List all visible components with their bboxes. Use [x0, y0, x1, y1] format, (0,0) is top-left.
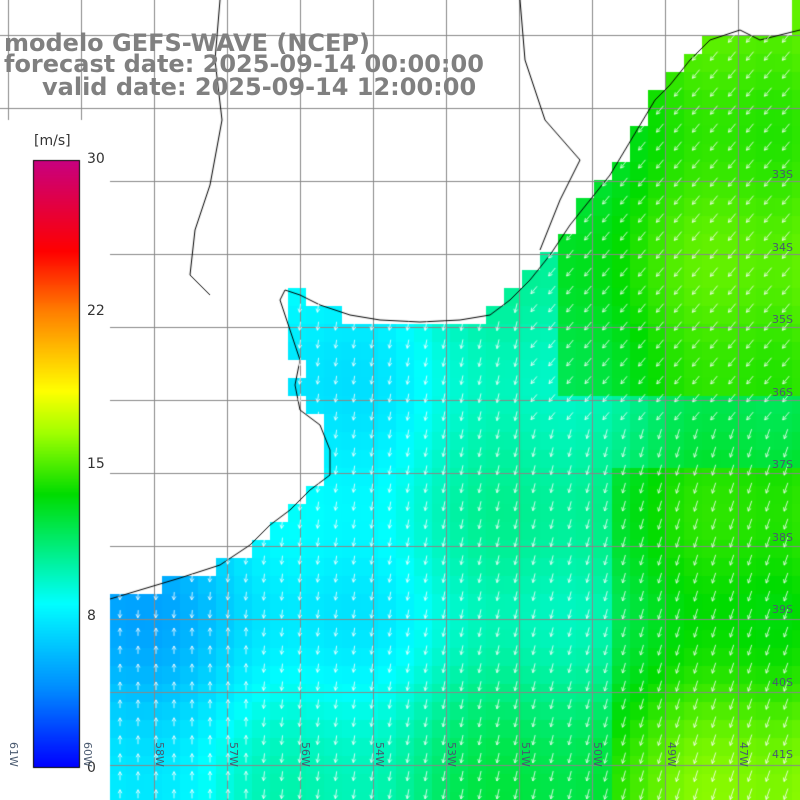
lon-label: 53W — [445, 742, 458, 767]
lon-label: 57W — [227, 742, 240, 767]
lat-label: 39S — [772, 603, 793, 616]
lon-label: 58W — [153, 742, 166, 767]
model-title: modelo GEFS-WAVE (NCEP) — [4, 29, 370, 57]
colorbar-tick-30: 30 — [87, 151, 105, 167]
lon-label: 60W — [81, 742, 94, 767]
colorbar-tick-15: 15 — [87, 456, 105, 472]
colorbar-tick-0: 0 — [87, 760, 96, 776]
lat-label: 36S — [772, 386, 793, 399]
lon-label: 50W — [591, 742, 604, 767]
lon-label: 51W — [519, 742, 532, 767]
lat-label: 37S — [772, 458, 793, 471]
lat-label: 38S — [772, 531, 793, 544]
lon-label: 61W — [7, 742, 20, 767]
lon-label: 56W — [299, 742, 312, 767]
forecast-date: forecast date: 2025-09-14 00:00:00 — [4, 50, 484, 78]
colorbar-units: [m/s] — [34, 133, 71, 149]
colorbar-tick-22: 22 — [87, 303, 105, 319]
lat-label: 40S — [772, 676, 793, 689]
lon-label: 49W — [665, 742, 678, 767]
lat-label: 33S — [772, 168, 793, 181]
colorbar-tick-8: 8 — [87, 608, 96, 624]
lat-label: 34S — [772, 241, 793, 254]
lat-label: 41S — [772, 748, 793, 761]
lat-label: 35S — [772, 313, 793, 326]
lon-label: 54W — [373, 742, 386, 767]
lon-label: 47W — [737, 742, 750, 767]
valid-date: valid date: 2025-09-14 12:00:00 — [42, 73, 477, 101]
